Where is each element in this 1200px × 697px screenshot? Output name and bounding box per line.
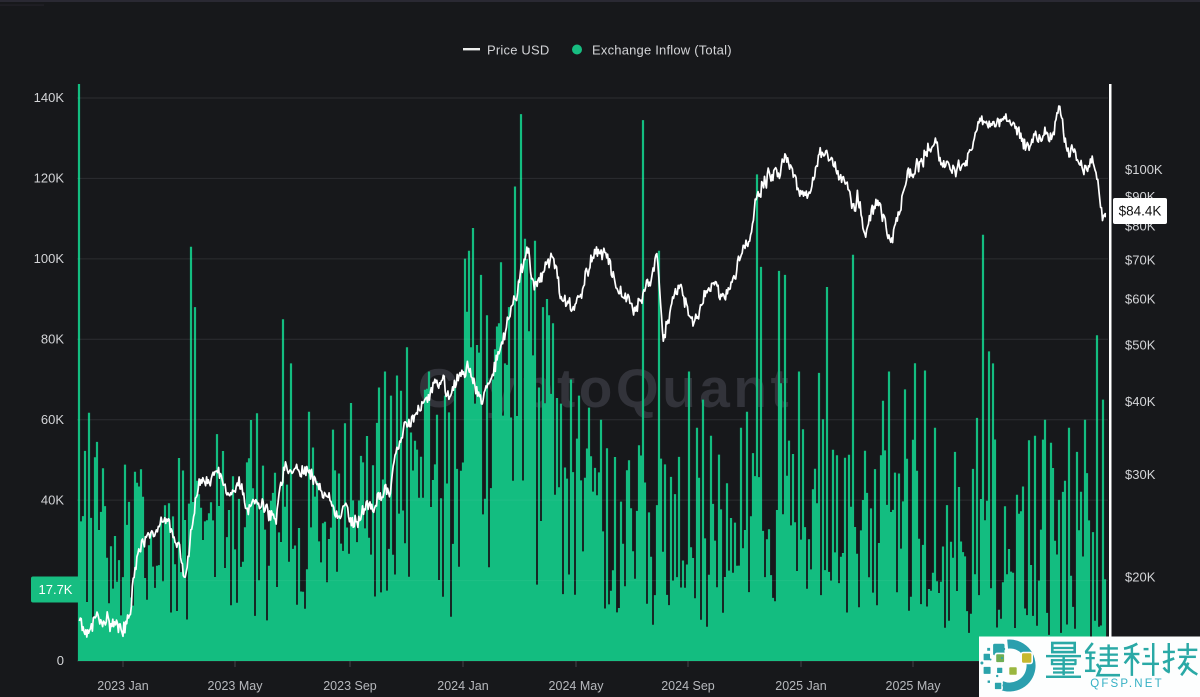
- svg-text:$84.4K: $84.4K: [1119, 204, 1162, 219]
- svg-text:$30K: $30K: [1125, 467, 1156, 482]
- svg-text:140K: 140K: [34, 90, 65, 105]
- svg-text:40K: 40K: [41, 492, 64, 507]
- svg-text:120K: 120K: [34, 171, 65, 186]
- svg-text:0: 0: [57, 653, 64, 668]
- svg-text:2025 May: 2025 May: [886, 679, 942, 693]
- svg-text:2024 Sep: 2024 Sep: [661, 679, 715, 693]
- svg-text:2023 May: 2023 May: [208, 679, 264, 693]
- svg-text:80K: 80K: [41, 332, 64, 347]
- svg-text:100K: 100K: [34, 251, 65, 266]
- svg-text:2024 May: 2024 May: [549, 679, 605, 693]
- svg-text:$40K: $40K: [1125, 394, 1156, 409]
- svg-text:2023 Sep: 2023 Sep: [323, 679, 377, 693]
- svg-text:17.7K: 17.7K: [39, 582, 73, 597]
- svg-text:QFSP.NET: QFSP.NET: [1090, 678, 1164, 690]
- svg-text:$60K: $60K: [1125, 292, 1156, 307]
- svg-text:$50K: $50K: [1125, 338, 1156, 353]
- svg-text:Price USD: Price USD: [487, 43, 549, 58]
- svg-text:2024 Jan: 2024 Jan: [437, 679, 488, 693]
- svg-text:2025 Jan: 2025 Jan: [775, 679, 826, 693]
- svg-text:$20K: $20K: [1125, 570, 1156, 585]
- svg-text:Exchange Inflow (Total): Exchange Inflow (Total): [592, 43, 732, 58]
- svg-text:$100K: $100K: [1125, 162, 1163, 177]
- svg-text:60K: 60K: [41, 412, 64, 427]
- svg-text:2023 Jan: 2023 Jan: [97, 679, 148, 693]
- svg-text:$70K: $70K: [1125, 253, 1156, 268]
